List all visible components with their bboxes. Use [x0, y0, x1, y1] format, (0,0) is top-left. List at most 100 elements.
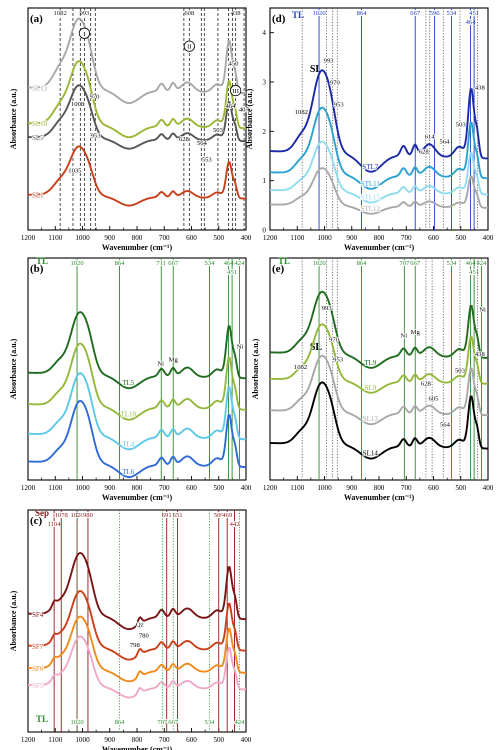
- x-tick-label-b-700: 700: [159, 484, 170, 492]
- panel-label-b: (b): [30, 263, 44, 275]
- annotation-e-4: 970: [329, 336, 340, 343]
- ref-line-label-e-1: 864: [357, 260, 368, 267]
- x-tick-label-e-600: 600: [428, 484, 439, 492]
- ref-line-label-e-4: 534: [447, 260, 458, 267]
- x-tick-label-d-800: 800: [374, 234, 385, 242]
- x-tick-label-b-400: 400: [241, 484, 252, 492]
- x-tick-label-a-1100: 1100: [48, 234, 63, 242]
- x-axis-label-d: Wavenumber (cm⁻¹): [344, 243, 415, 252]
- annotation-d-6: 564: [439, 139, 450, 146]
- series-label-a-SL5: SL5: [32, 134, 44, 142]
- annotation-e-1: Mg: [411, 329, 421, 336]
- top-label-c: Sep: [35, 508, 49, 518]
- ref-line-label-c-8: 442: [230, 521, 240, 528]
- series-label-b-TL10: TL10: [120, 411, 136, 419]
- x-tick-label-b-1100: 1100: [48, 484, 63, 492]
- y-axis-label-d: Absorbance (a.u.): [245, 88, 254, 149]
- annotation-d-0: 993: [324, 57, 335, 64]
- x-tick-label-c-800: 800: [132, 736, 143, 744]
- panel-b: (b)TL 1200 1100 1000 900 800 700 600 500 400 Waven…: [9, 256, 252, 502]
- x-tick-label-d-400: 400: [483, 234, 494, 242]
- ref-line-label-b-0: 1020: [70, 260, 84, 267]
- ref-line-label-d-1: 864: [357, 10, 368, 17]
- x-tick-label-a-900: 900: [104, 234, 115, 242]
- x-tick-label-d-700: 700: [401, 234, 412, 242]
- ref-line-label-d-2: 667: [410, 10, 421, 17]
- series-label-e-SL14: SL14: [363, 450, 379, 458]
- series-label-c-SF5: SF5: [32, 682, 44, 690]
- top-label-d: TL: [292, 10, 304, 20]
- panel-label-d: (d): [272, 13, 286, 25]
- series-line-e-SL13: [270, 354, 488, 426]
- x-tick-label-d-600: 600: [428, 234, 439, 242]
- ref-line-label-c-4: 691: [162, 512, 172, 519]
- ref-line-label-c-12: 667: [168, 719, 179, 726]
- annotation-a-8: 564: [197, 140, 208, 147]
- ref-line-label-d-0: 1020: [312, 10, 326, 17]
- side-label-d: SL: [310, 64, 323, 75]
- annotation-d-5: 628: [419, 149, 430, 156]
- annotation-a-12: 450: [229, 60, 240, 67]
- annotation-a-10: 503: [213, 127, 224, 134]
- series-label-b-TL5: TL5: [122, 379, 135, 387]
- annotation-e-11: 438: [475, 351, 486, 358]
- annotation-c-2: 798: [130, 642, 141, 649]
- annotation-e-10: 503: [455, 368, 466, 375]
- x-tick-label-b-500: 500: [213, 484, 224, 492]
- y-tick-label-d-0: 0: [262, 227, 266, 235]
- ref-line-label-b-4: 534: [205, 260, 216, 267]
- annotation-c-1: 780: [139, 633, 150, 640]
- series-label-d-STL11: STL11: [361, 180, 381, 188]
- x-tick-label-d-1200: 1200: [263, 234, 278, 242]
- x-tick-label-a-400: 400: [241, 234, 252, 242]
- ref-line-label-c-5: 651: [173, 512, 183, 519]
- ref-line-label-c-10: 864: [115, 719, 126, 726]
- y-tick-label-d-1: 1: [262, 177, 266, 185]
- x-tick-label-a-1000: 1000: [75, 234, 90, 242]
- series-label-a-SL10: SL10: [32, 120, 48, 128]
- series-label-d-STL12: STL12: [361, 205, 381, 213]
- ref-line-label-a-1: 993: [79, 10, 90, 17]
- ref-line-label-b-6: 451: [227, 269, 237, 276]
- ref-line-label-c-6: 500: [214, 512, 225, 519]
- x-axis-label-e: Wavenumber (cm⁻¹): [344, 493, 415, 502]
- series-line-d-STL12: [270, 167, 488, 215]
- annotation-e-9: 564: [440, 421, 451, 428]
- ref-line-label-d-3: 596: [430, 10, 441, 17]
- ref-line-label-c-11: 707: [157, 719, 168, 726]
- x-tick-label-d-1100: 1100: [290, 234, 305, 242]
- y-axis-label-c: Absorbance (a.u.): [9, 590, 18, 651]
- series-line-c-SF7: [28, 590, 246, 661]
- top-label-b: TL: [36, 256, 48, 266]
- annotation-a-0: I: [83, 31, 85, 38]
- x-tick-label-e-800: 800: [374, 484, 385, 492]
- series-label-b-TL6: TL6: [122, 468, 135, 476]
- panel-label-e: (e): [272, 263, 285, 275]
- annotation-a-11: 464: [226, 103, 237, 110]
- series-label-e-SL9: SL9: [364, 384, 376, 392]
- x-tick-label-e-900: 900: [346, 484, 357, 492]
- x-tick-label-e-500: 500: [455, 484, 466, 492]
- x-tick-label-a-1200: 1200: [21, 234, 36, 242]
- x-tick-label-e-1000: 1000: [317, 484, 332, 492]
- annotation-e-5: 953: [333, 357, 344, 364]
- series-label-a-SL1: SL1: [32, 191, 44, 199]
- x-tick-label-c-1000: 1000: [75, 736, 90, 744]
- series-line-d-STL7: [270, 69, 488, 173]
- x-tick-label-e-1200: 1200: [263, 484, 278, 492]
- panel-label-c: (c): [30, 515, 43, 527]
- ref-line-label-c-3: 980: [83, 512, 94, 519]
- bottom-label-c: TL: [36, 714, 48, 724]
- panel-a: (a) 1200 1100 1000 900 800 700 600 500 400 Wavenum…: [9, 7, 252, 252]
- x-tick-label-c-600: 600: [186, 736, 197, 744]
- x-tick-label-d-900: 900: [346, 234, 357, 242]
- ref-line-label-e-7: 424: [477, 260, 488, 267]
- ref-line-label-c-13: 534: [205, 719, 216, 726]
- series-line-b-TL10: [28, 342, 246, 421]
- x-tick-label-c-900: 900: [104, 736, 115, 744]
- ref-line-label-c-9: 1020: [70, 719, 84, 726]
- annotation-e-7: 628: [421, 381, 432, 388]
- series-label-c-SF4: SF4: [32, 611, 44, 619]
- ref-line-label-e-5: 464: [466, 260, 477, 267]
- ref-line-label-a-0: 1082: [54, 10, 67, 17]
